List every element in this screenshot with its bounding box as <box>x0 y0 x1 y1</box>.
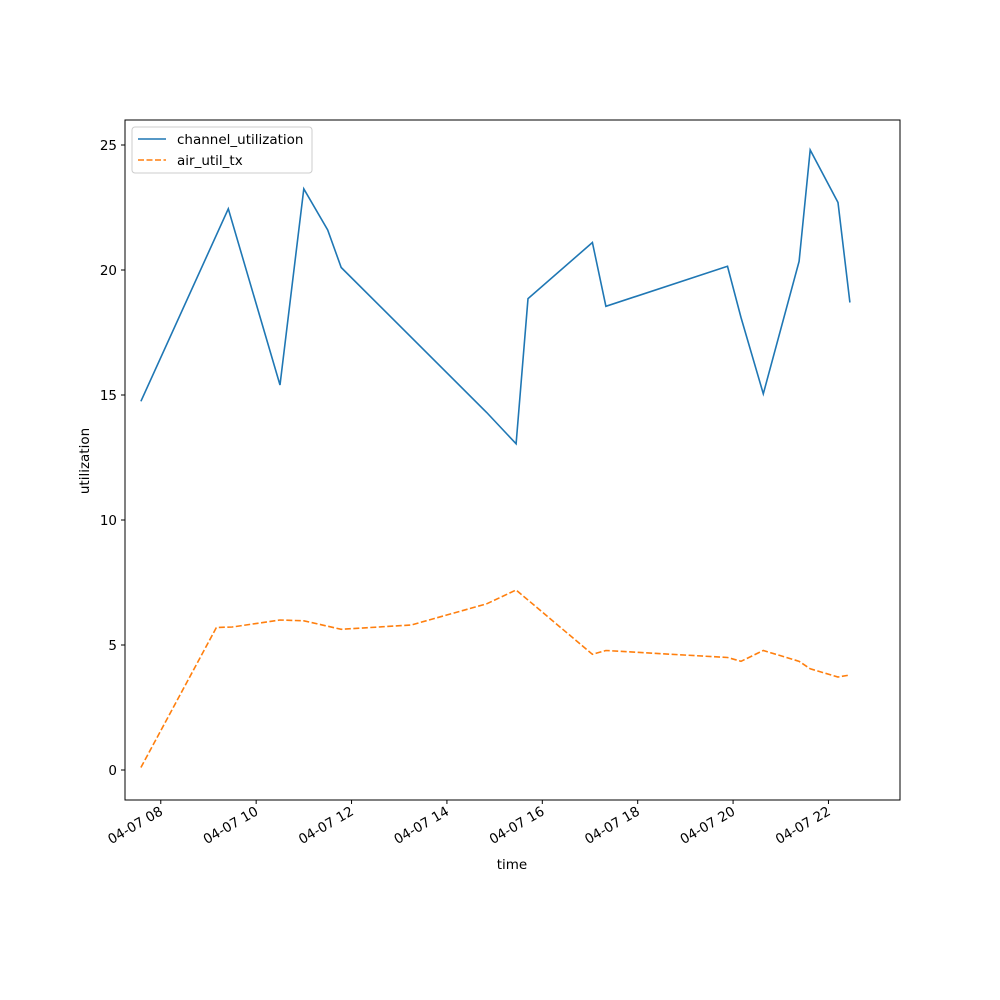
y-tick-label: 15 <box>100 388 117 404</box>
legend: channel_utilization air_util_tx <box>131 126 313 174</box>
legend-label-air-util-tx: air_util_tx <box>177 153 243 169</box>
series-line-air-util-tx <box>140 589 851 768</box>
legend-box <box>131 126 313 174</box>
y-tick-label: 10 <box>100 513 117 529</box>
y-tick-label: 25 <box>100 138 117 154</box>
y-axis: 0 5 10 15 20 25 <box>100 138 125 779</box>
y-tick-label: 0 <box>108 763 117 779</box>
y-axis-label: utilization <box>77 428 93 494</box>
legend-label-channel-utilization: channel_utilization <box>177 132 304 148</box>
plot-lines <box>140 147 851 768</box>
y-tick-label: 5 <box>108 638 117 654</box>
y-tick-label: 20 <box>100 263 117 279</box>
x-axis-label: time <box>497 857 528 873</box>
plot-frame <box>124 119 901 801</box>
series-line-channel-utilization <box>140 147 851 446</box>
